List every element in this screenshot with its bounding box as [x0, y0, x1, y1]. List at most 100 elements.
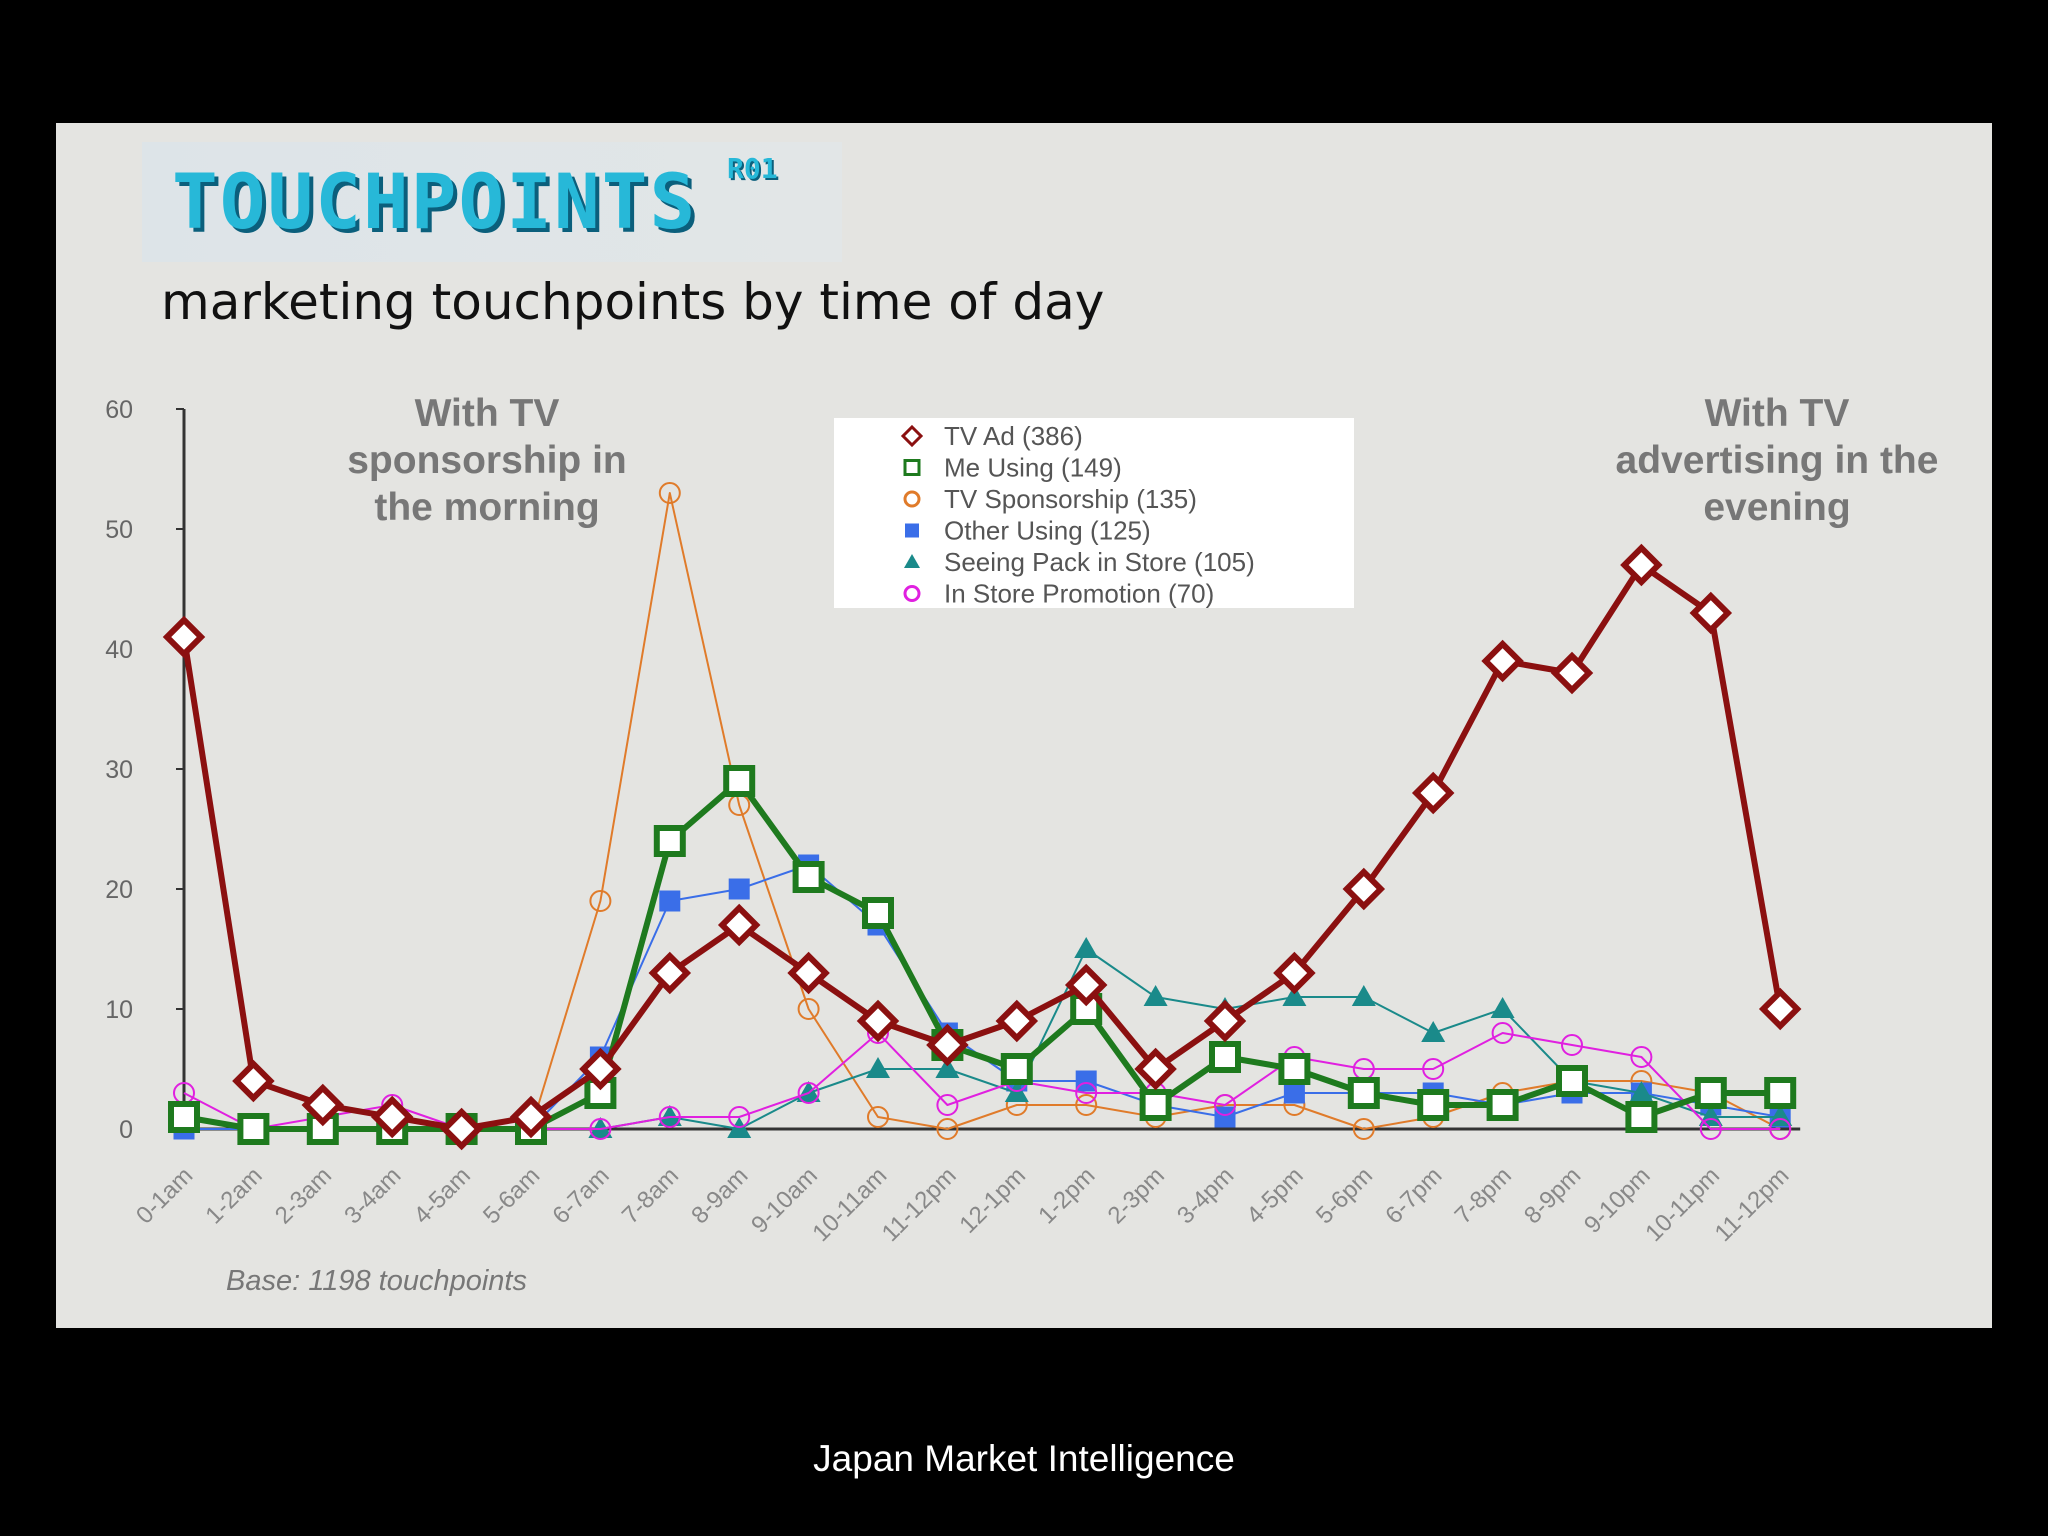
x-tick-label: 0-1am — [131, 1162, 198, 1229]
data-point — [1203, 999, 1247, 1043]
data-point — [589, 1118, 612, 1140]
legend-label: TV Sponsorship (135) — [944, 484, 1197, 514]
logo-superscript: R01 — [727, 152, 778, 185]
legend-label: TV Ad (386) — [944, 421, 1083, 451]
data-point — [1417, 1089, 1450, 1121]
data-point — [936, 1094, 959, 1116]
y-tick-label: 30 — [105, 756, 133, 784]
data-point — [658, 1106, 681, 1128]
data-point — [589, 890, 612, 912]
x-tick-label: 2-3pm — [1103, 1162, 1170, 1229]
data-point — [657, 1105, 682, 1126]
caption: Japan Market Intelligence — [813, 1438, 1235, 1479]
legend-marker — [903, 490, 921, 508]
data-point — [792, 861, 825, 893]
data-point — [1352, 1118, 1375, 1140]
data-point — [856, 999, 900, 1043]
data-point — [1143, 985, 1168, 1006]
data-point — [866, 1057, 890, 1078]
data-point — [796, 1081, 821, 1102]
data-point — [717, 903, 761, 947]
legend-marker — [904, 554, 920, 568]
y-tick-label: 50 — [105, 516, 133, 544]
series-3 — [173, 854, 1791, 1140]
series-line — [181, 562, 1784, 1132]
data-point — [1625, 1101, 1658, 1133]
data-point — [1209, 1041, 1241, 1073]
data-point — [867, 1106, 889, 1128]
legend-label: Me Using (149) — [944, 453, 1122, 483]
data-point — [1070, 993, 1103, 1025]
x-tick-label: 6-7am — [547, 1162, 614, 1229]
data-point — [440, 1107, 483, 1151]
data-point — [1411, 771, 1455, 815]
data-point — [162, 615, 206, 659]
data-point — [1273, 951, 1316, 995]
x-tick-label: 8-9am — [686, 1162, 753, 1229]
data-point — [301, 1083, 345, 1127]
legend: TV Ad (386)Me Using (149)TV Sponsorship … — [834, 418, 1354, 609]
x-tick-label: 1-2am — [200, 1162, 267, 1229]
data-point — [1758, 987, 1802, 1031]
legend-box — [834, 418, 1354, 608]
data-point — [1561, 1034, 1583, 1056]
data-point — [1422, 1058, 1445, 1080]
data-point — [1075, 1094, 1098, 1116]
series-0 — [162, 543, 1802, 1151]
legend-label: Seeing Pack in Store (105) — [944, 547, 1255, 577]
x-tick-label: 3-4am — [339, 1162, 406, 1229]
data-point — [579, 1047, 622, 1091]
x-tick-label: 4-5pm — [1241, 1162, 1308, 1229]
data-point — [1629, 1081, 1654, 1102]
data-point — [1075, 1070, 1097, 1092]
x-tick-label: 11-12pm — [877, 1162, 962, 1247]
annotation-line: evening — [1703, 486, 1850, 529]
touchpoints-logo: TOUCHPOINTS R01 — [142, 142, 842, 262]
data-point — [1769, 1118, 1792, 1140]
legend-label: In Store Promotion (70) — [944, 579, 1214, 609]
data-point — [1694, 1077, 1727, 1109]
data-point — [1075, 1082, 1098, 1104]
data-point — [1351, 985, 1376, 1006]
data-point — [862, 897, 894, 929]
data-point — [728, 1106, 751, 1128]
data-point — [648, 951, 692, 995]
data-point — [509, 1095, 553, 1139]
legend-marker — [903, 459, 921, 476]
data-point — [1282, 985, 1307, 1006]
data-point — [1764, 1077, 1797, 1109]
data-point — [1481, 639, 1524, 683]
data-point — [1139, 1089, 1172, 1121]
x-tick-label: 10-11pm — [1640, 1162, 1725, 1247]
data-point — [653, 825, 686, 857]
data-point — [728, 878, 750, 900]
x-tick-label: 7-8pm — [1450, 1162, 1517, 1229]
data-point — [935, 1057, 960, 1078]
x-tick-label: 6-7pm — [1380, 1162, 1447, 1229]
data-point — [1630, 1046, 1653, 1068]
annotation-line: sponsorship in — [347, 439, 627, 482]
x-tick-label: 8-9pm — [1519, 1162, 1586, 1229]
y-tick-label: 10 — [105, 996, 133, 1024]
y-tick-label: 40 — [105, 636, 133, 664]
x-tick-label: 2-3am — [270, 1162, 337, 1229]
data-point — [936, 1118, 959, 1140]
data-point — [1347, 1077, 1380, 1109]
data-point — [1000, 1053, 1033, 1085]
data-point — [926, 1023, 969, 1067]
data-point — [1342, 867, 1386, 911]
data-point — [168, 1101, 200, 1133]
data-point — [797, 998, 820, 1020]
data-point — [1214, 1094, 1236, 1116]
y-tick-label: 60 — [105, 396, 133, 424]
data-point — [1550, 651, 1594, 695]
legend-label: Other Using (125) — [944, 516, 1151, 546]
data-point — [1283, 1082, 1305, 1104]
data-point — [797, 1082, 820, 1104]
x-tick-label: 3-4pm — [1172, 1162, 1239, 1229]
data-point — [588, 1117, 613, 1138]
data-point — [787, 951, 830, 995]
x-tick-label: 10-11am — [807, 1162, 892, 1247]
data-point — [658, 482, 681, 504]
